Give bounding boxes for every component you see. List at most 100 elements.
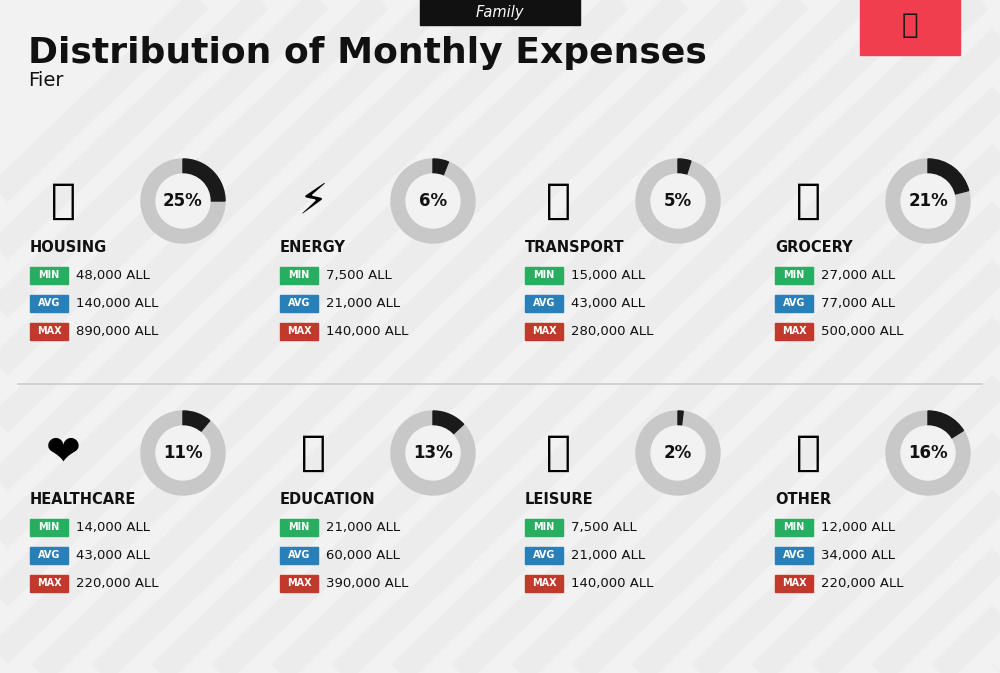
Text: HEALTHCARE: HEALTHCARE [30,493,136,507]
Text: OTHER: OTHER [775,493,831,507]
Text: EDUCATION: EDUCATION [280,493,376,507]
Circle shape [156,426,210,480]
Text: ⚡: ⚡ [298,180,328,222]
Text: 🎓: 🎓 [300,432,326,474]
Text: 280,000 ALL: 280,000 ALL [571,324,653,337]
Circle shape [651,426,705,480]
Text: 500,000 ALL: 500,000 ALL [821,324,903,337]
Text: 7,500 ALL: 7,500 ALL [571,520,637,534]
Bar [775,267,813,283]
Bar [280,518,318,536]
Text: 12,000 ALL: 12,000 ALL [821,520,895,534]
Text: LEISURE: LEISURE [525,493,594,507]
Text: 21,000 ALL: 21,000 ALL [326,297,400,310]
Text: 27,000 ALL: 27,000 ALL [821,269,895,281]
Bar [30,575,68,592]
Polygon shape [886,411,970,495]
Polygon shape [391,411,475,495]
Text: 43,000 ALL: 43,000 ALL [571,297,645,310]
Circle shape [651,174,705,228]
Text: 🏗: 🏗 [50,180,76,222]
Bar [775,322,813,339]
Bar [30,267,68,283]
Polygon shape [886,159,970,243]
Bar [860,0,960,55]
Bar [30,546,68,563]
Polygon shape [141,159,225,243]
Text: 48,000 ALL: 48,000 ALL [76,269,150,281]
Polygon shape [636,159,720,243]
Text: 140,000 ALL: 140,000 ALL [76,297,158,310]
Text: HOUSING: HOUSING [30,240,107,256]
Text: ENERGY: ENERGY [280,240,346,256]
Polygon shape [391,159,475,243]
Circle shape [901,174,955,228]
Text: AVG: AVG [38,298,60,308]
Text: 7,500 ALL: 7,500 ALL [326,269,392,281]
Text: GROCERY: GROCERY [775,240,853,256]
Text: 140,000 ALL: 140,000 ALL [326,324,408,337]
Text: Fier: Fier [28,71,64,90]
Text: TRANSPORT: TRANSPORT [525,240,625,256]
Bar [775,575,813,592]
Text: 🦅: 🦅 [902,11,918,39]
Text: MIN: MIN [533,270,555,280]
Text: MIN: MIN [783,270,805,280]
Bar [280,322,318,339]
Text: AVG: AVG [783,550,805,560]
Bar [280,575,318,592]
Wedge shape [433,159,448,201]
Bar [775,295,813,312]
Text: MIN: MIN [783,522,805,532]
Text: MAX: MAX [287,326,311,336]
Bar [775,546,813,563]
Text: AVG: AVG [783,298,805,308]
Text: MIN: MIN [38,270,60,280]
Text: 25%: 25% [163,192,203,210]
Wedge shape [183,159,225,201]
Text: 16%: 16% [908,444,948,462]
Text: 43,000 ALL: 43,000 ALL [76,548,150,561]
Text: Family: Family [476,5,524,20]
Text: MAX: MAX [532,326,556,336]
Bar [30,518,68,536]
Text: MAX: MAX [782,326,806,336]
Wedge shape [678,159,691,201]
Text: MIN: MIN [38,522,60,532]
Text: 11%: 11% [163,444,203,462]
Text: 890,000 ALL: 890,000 ALL [76,324,158,337]
Bar [30,295,68,312]
Circle shape [901,426,955,480]
Wedge shape [928,159,969,201]
Text: 60,000 ALL: 60,000 ALL [326,548,400,561]
Text: MIN: MIN [288,270,310,280]
Text: 13%: 13% [413,444,453,462]
Text: AVG: AVG [38,550,60,560]
Text: 21,000 ALL: 21,000 ALL [326,520,400,534]
Text: MIN: MIN [533,522,555,532]
Bar [280,295,318,312]
Text: 15,000 ALL: 15,000 ALL [571,269,645,281]
Text: 🛒: 🛒 [796,180,820,222]
Polygon shape [141,411,225,495]
Bar [30,322,68,339]
Wedge shape [928,411,963,453]
Wedge shape [433,411,464,453]
Text: MIN: MIN [288,522,310,532]
Text: 220,000 ALL: 220,000 ALL [76,577,158,590]
Text: ❤️: ❤️ [46,432,80,474]
Text: 140,000 ALL: 140,000 ALL [571,577,653,590]
Bar [525,518,563,536]
Text: 💰: 💰 [796,432,820,474]
Text: MAX: MAX [37,578,61,588]
Text: 77,000 ALL: 77,000 ALL [821,297,895,310]
Text: AVG: AVG [288,550,310,560]
Text: Distribution of Monthly Expenses: Distribution of Monthly Expenses [28,36,707,70]
Wedge shape [183,411,210,453]
Polygon shape [636,411,720,495]
Text: 34,000 ALL: 34,000 ALL [821,548,895,561]
Text: AVG: AVG [288,298,310,308]
Text: 390,000 ALL: 390,000 ALL [326,577,408,590]
Bar [525,295,563,312]
Text: 2%: 2% [664,444,692,462]
